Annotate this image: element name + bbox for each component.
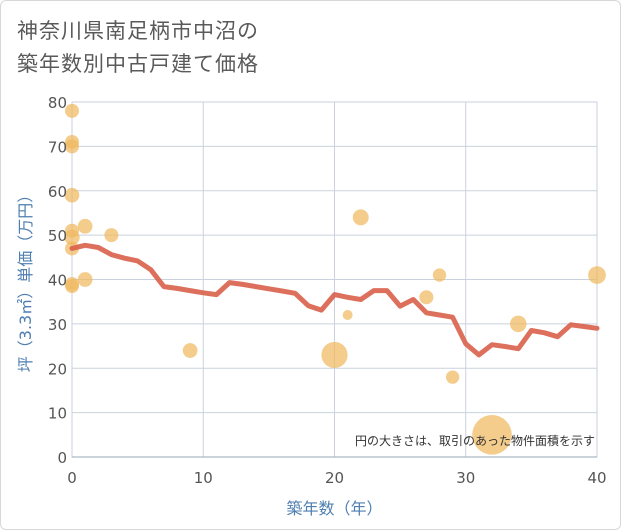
bubble-point bbox=[64, 229, 80, 246]
x-tick-label: 10 bbox=[194, 469, 213, 487]
bubble-point bbox=[182, 343, 198, 358]
bubble-point bbox=[77, 272, 93, 287]
bubble-point bbox=[65, 139, 79, 154]
bubble-point bbox=[65, 279, 79, 294]
bubble-point bbox=[104, 228, 119, 243]
bubble-point bbox=[321, 341, 348, 369]
bubble-point bbox=[64, 187, 80, 203]
y-tick-label: 10 bbox=[48, 405, 67, 423]
y-tick-label: 30 bbox=[48, 316, 67, 334]
y-tick-label: 80 bbox=[48, 94, 67, 112]
bubble-point bbox=[588, 266, 606, 284]
y-tick-label: 50 bbox=[48, 227, 67, 245]
x-tick-label: 40 bbox=[587, 469, 606, 487]
bubble-point bbox=[472, 415, 512, 455]
chart-title: 神奈川県南足柄市中沼の 築年数別中古戸建て価格 bbox=[17, 19, 259, 76]
x-axis-title: 築年数（年） bbox=[286, 499, 382, 518]
bubble-point bbox=[432, 268, 447, 282]
y-tick-label: 40 bbox=[48, 272, 67, 290]
bubble-point bbox=[77, 218, 93, 234]
bubble-point bbox=[342, 310, 353, 320]
bubble-point bbox=[352, 209, 369, 226]
bubble-point bbox=[65, 103, 79, 118]
y-tick-label: 20 bbox=[48, 360, 67, 378]
y-axis-title: 坪（3.3㎡）単価（万円） bbox=[16, 187, 35, 372]
size-legend-note: 円の大きさは、取引のあった物件面積を示す bbox=[355, 433, 595, 448]
bubble-point bbox=[419, 290, 434, 305]
y-tick-label: 0 bbox=[57, 449, 67, 467]
y-tick-label: 60 bbox=[48, 183, 67, 201]
trend-line bbox=[69, 242, 600, 358]
bubble-point bbox=[509, 315, 527, 333]
x-tick-label: 0 bbox=[67, 469, 77, 487]
x-tick-label: 30 bbox=[456, 469, 475, 487]
x-tick-label: 20 bbox=[325, 469, 344, 487]
y-tick-label: 70 bbox=[48, 138, 67, 156]
bubble-point bbox=[445, 370, 460, 384]
